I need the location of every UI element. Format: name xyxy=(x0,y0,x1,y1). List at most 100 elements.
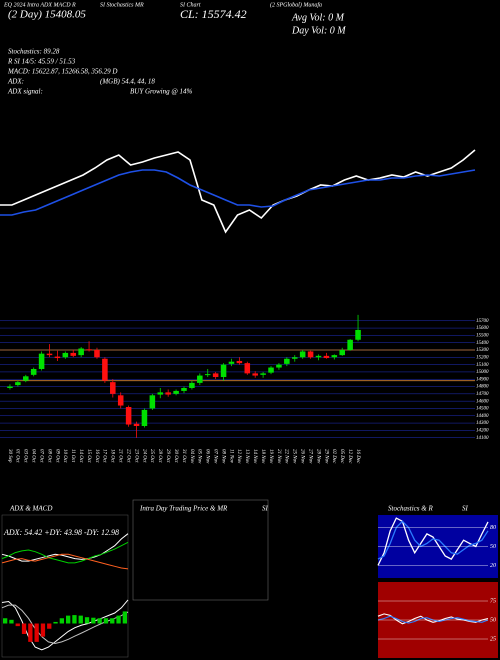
x-tick-label: 25 Nov xyxy=(292,449,297,464)
x-tick-label: 28 Nov xyxy=(315,449,320,464)
panel-label: ADX: 54.42 +DY: 43.98 -DY: 12.98 xyxy=(3,528,119,537)
candle-body xyxy=(212,373,219,378)
histogram-bar xyxy=(34,623,39,642)
x-tick-label: 08 Nov xyxy=(220,449,225,464)
x-tick-label: 16 Dec xyxy=(355,449,360,464)
info-line: ADX signal: xyxy=(7,88,43,96)
info-line: BUY Growing @ 14% xyxy=(130,88,193,96)
x-tick-label: 29 Oct xyxy=(165,449,170,463)
y-tick-label: 14500 xyxy=(476,407,489,412)
y-tick-label: 20 xyxy=(490,563,496,569)
y-tick-label: 15700 xyxy=(476,319,489,324)
candle-body xyxy=(30,369,37,375)
candle-body xyxy=(347,339,353,350)
x-tick-label: 23 Oct xyxy=(133,449,138,463)
info-line: ADX: xyxy=(7,78,24,86)
candle-body xyxy=(7,386,13,388)
y-tick-label: 50 xyxy=(490,617,496,623)
x-tick-label: 05 Dec xyxy=(339,449,344,464)
candle-body xyxy=(276,364,282,368)
candle-body xyxy=(236,360,243,364)
y-tick-label: 14200 xyxy=(476,429,489,434)
candle-body xyxy=(70,352,77,356)
candle-body xyxy=(149,395,156,409)
y-tick-label: 14100 xyxy=(476,436,489,441)
x-tick-label: 10 Oct xyxy=(62,449,67,463)
candle-body xyxy=(94,350,100,358)
info-line: (MGB) 54.4, 44, 18 xyxy=(100,78,155,86)
histogram-bar xyxy=(3,618,8,624)
histogram-bar xyxy=(97,618,102,624)
info-line: Stochastics: 89.28 xyxy=(8,48,60,56)
histogram-bar xyxy=(15,623,20,627)
y-tick-label: 14900 xyxy=(476,377,489,382)
prev-close: (2 Day) 15408.05 xyxy=(8,9,86,21)
x-tick-label: 05 Nov xyxy=(197,449,202,464)
x-tick-label: 06 Nov xyxy=(205,449,210,464)
histogram-bar xyxy=(28,623,33,642)
close-price: CL: 15574.42 xyxy=(180,7,247,21)
header-fragment: (2 SPGlobal) Munafa xyxy=(270,1,322,8)
candle-body xyxy=(78,348,84,356)
candle-body xyxy=(86,349,92,351)
histogram-bar xyxy=(9,619,14,624)
x-tick-label: 24 Oct xyxy=(141,449,146,463)
candle-body xyxy=(204,374,211,376)
histogram-bar xyxy=(40,623,46,637)
x-tick-label: 02 Dec xyxy=(331,449,336,464)
candle-body xyxy=(220,364,227,378)
series-line xyxy=(377,517,489,566)
candle-body xyxy=(173,390,179,394)
histogram-bar xyxy=(66,615,71,624)
x-tick-label: 26 Nov xyxy=(300,449,305,464)
x-tick-label: 07 Nov xyxy=(213,449,218,464)
histogram-bar xyxy=(110,618,115,624)
x-tick-label: 12 Nov xyxy=(236,449,241,464)
y-tick-label: 80 xyxy=(490,525,496,531)
x-tick-label: 07 Oct xyxy=(38,449,43,463)
candle-body xyxy=(15,382,21,386)
series-line xyxy=(0,149,476,234)
x-tick-label: 30 Oct xyxy=(173,449,178,463)
avg-volume: Avg Vol: 0 M xyxy=(291,12,345,23)
candle-body xyxy=(54,356,61,359)
candle-body xyxy=(252,373,258,376)
x-tick-label: 14 Nov xyxy=(252,449,257,464)
histogram-bar xyxy=(72,615,77,624)
y-tick-label: 15200 xyxy=(476,355,489,360)
candle-body xyxy=(315,355,322,358)
x-tick-label: 12 Dec xyxy=(347,449,352,464)
candle-body xyxy=(117,395,124,406)
candle-body xyxy=(46,353,53,356)
candle-body xyxy=(102,358,108,381)
candle-body xyxy=(355,329,361,340)
candle-body xyxy=(291,357,298,359)
panel-title: ADX & MACD xyxy=(9,505,52,513)
y-tick-label: 15000 xyxy=(476,370,489,375)
candle-body xyxy=(197,375,203,383)
candle-body xyxy=(307,351,314,358)
x-tick-label: 21 Nov xyxy=(276,449,281,464)
header-fragment: SI Stochastics MR xyxy=(100,2,144,8)
x-tick-label: 18 Oct xyxy=(110,449,115,463)
header-fragment: EQ 2024 Intra ADX MACD R xyxy=(3,1,76,8)
candle-body xyxy=(133,423,140,426)
x-tick-label: 04 Oct xyxy=(31,449,36,463)
panel-title: Intra Day Trading Price & MR xyxy=(139,505,228,513)
candle-body xyxy=(23,376,29,381)
y-tick-label: 50 xyxy=(490,544,496,550)
histogram-bar xyxy=(21,623,27,634)
x-tick-label: 29 Nov xyxy=(323,449,328,464)
series-line xyxy=(0,169,476,216)
histogram-bar xyxy=(53,621,58,624)
x-tick-label: 08 Oct xyxy=(46,449,51,463)
x-tick-label: 03 Oct xyxy=(23,449,28,463)
y-tick-label: 15100 xyxy=(476,363,489,368)
candle-body xyxy=(323,355,330,359)
y-tick-label: 15600 xyxy=(476,326,489,331)
x-tick-label: 13 Nov xyxy=(244,449,249,464)
x-tick-label: 27 Nov xyxy=(307,449,312,464)
x-tick-label: 21 Oct xyxy=(118,449,123,463)
y-tick-label: 25 xyxy=(490,636,496,642)
